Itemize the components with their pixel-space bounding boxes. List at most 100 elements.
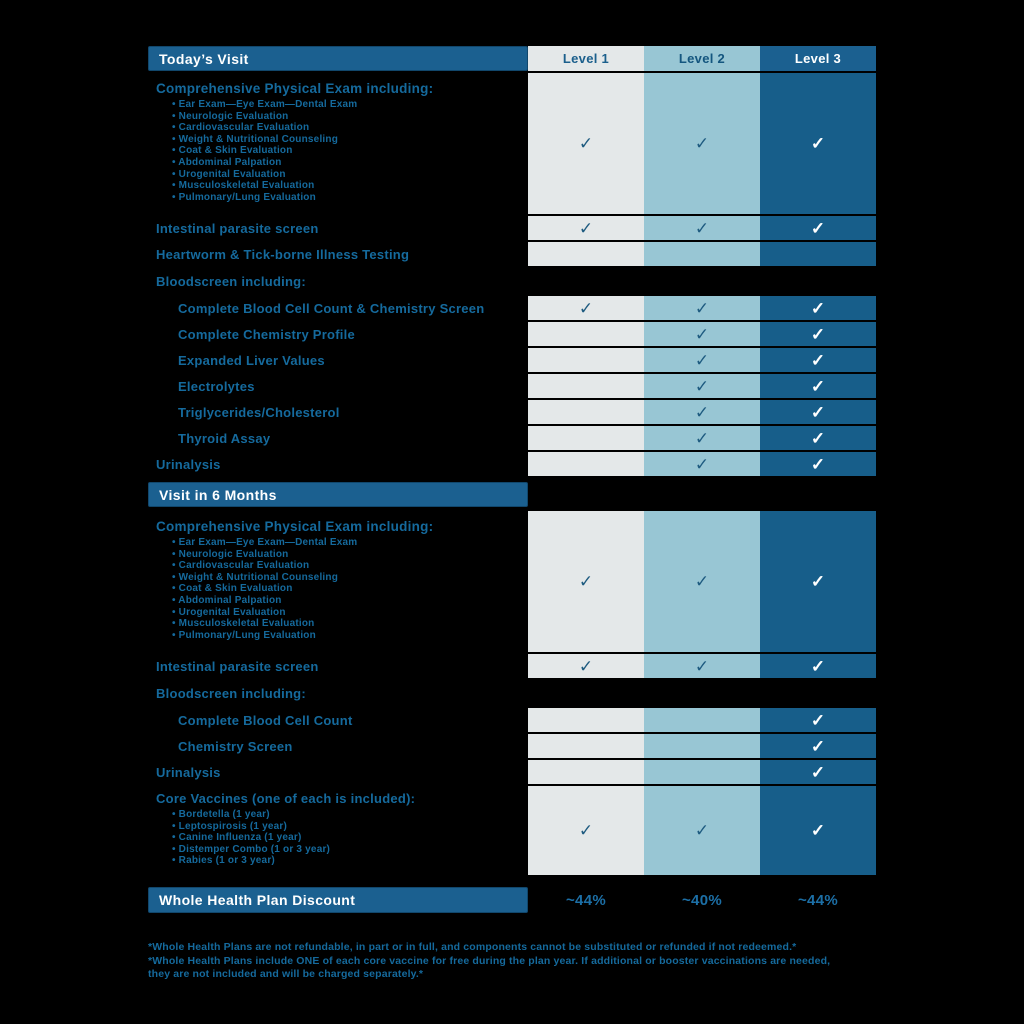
row-label: Chemistry Screen xyxy=(148,734,528,758)
bullet-item: • Cardiovascular Evaluation xyxy=(172,122,310,134)
bullet-item: • Pulmonary/Lung Evaluation xyxy=(172,629,316,641)
cell-level3: ✓ xyxy=(760,400,876,424)
section-todays-visit-rows: Comprehensive Physical Exam including: • … xyxy=(148,73,876,476)
column-header-level1: Level 1 xyxy=(528,46,644,71)
column-header-level3: Level 3 xyxy=(760,46,876,71)
check-icon: ✓ xyxy=(810,572,826,591)
row-label: Triglycerides/Cholesterol xyxy=(148,400,528,424)
check-icon: ✓ xyxy=(810,402,826,422)
cell-level2: ✓ xyxy=(644,322,760,346)
footnote-line: they are not included and will be charge… xyxy=(148,968,424,980)
cell-level3: ✓ xyxy=(760,654,876,678)
bullet-item: • Ear Exam—Eye Exam—Dental Exam xyxy=(172,99,358,110)
check-icon: ✓ xyxy=(810,454,826,474)
check-icon: ✓ xyxy=(810,428,826,448)
cell-level2: ✓ xyxy=(644,296,760,320)
check-icon: ✓ xyxy=(694,298,710,318)
check-icon: ✓ xyxy=(810,736,826,756)
bullet-item: • Distemper Combo (1 or 3 year) xyxy=(172,843,331,855)
bullet-item: • Neurologic Evaluation xyxy=(172,548,289,560)
table-row: Complete Blood Cell Count & Chemistry Sc… xyxy=(148,296,876,320)
table-row: Electrolytes ✓ ✓ xyxy=(148,374,876,398)
row-label: Core Vaccines (one of each is included):… xyxy=(148,786,528,875)
table-row: Urinalysis ✓ xyxy=(148,760,876,784)
cell-level3: ✓ xyxy=(760,734,876,758)
table-row: Core Vaccines (one of each is included):… xyxy=(148,786,876,875)
cell-level2: ✓ xyxy=(644,426,760,450)
row-label-text: Triglycerides/Cholesterol xyxy=(178,404,340,420)
row-label-text: Comprehensive Physical Exam including: xyxy=(156,81,434,96)
cell-level1 xyxy=(528,452,644,476)
row-label-text: Bloodscreen including: xyxy=(156,685,306,701)
row-label-text: Complete Chemistry Profile xyxy=(178,326,355,342)
cell-level1: ✓ xyxy=(528,216,644,240)
cell-level2: ✓ xyxy=(644,654,760,678)
check-icon: ✓ xyxy=(810,821,826,840)
cell-level2: ✓ xyxy=(644,400,760,424)
category-heading-row: Bloodscreen including: xyxy=(148,268,876,294)
row-label-text: Thyroid Assay xyxy=(178,430,271,446)
footnote-line: *Whole Health Plans include ONE of each … xyxy=(148,954,831,967)
bullet-list: • Ear Exam—Eye Exam—Dental Exam • Neurolo… xyxy=(148,537,528,641)
row-label: Complete Blood Cell Count & Chemistry Sc… xyxy=(148,296,528,320)
bullet-item: • Leptospirosis (1 year) xyxy=(172,820,288,832)
footnotes: *Whole Health Plans are not refundable, … xyxy=(148,941,888,982)
health-plan-comparison-table: Today’s Visit Level 1 Level 2 Level 3 Co… xyxy=(148,46,876,982)
section-bar-row: Visit in 6 Months xyxy=(148,482,876,507)
table-row: Intestinal parasite screen ✓ ✓ ✓ xyxy=(148,654,876,678)
cell-level2: ✓ xyxy=(644,73,760,214)
bullet-item: • Rabies (1 or 3 year) xyxy=(172,855,275,867)
cell-level2: ✓ xyxy=(644,374,760,398)
cell-level3: ✓ xyxy=(760,708,876,732)
check-icon: ✓ xyxy=(694,376,710,396)
cell-level2 xyxy=(644,760,760,784)
bullet-item: • Bordetella (1 year) xyxy=(172,809,270,820)
row-label: Urinalysis xyxy=(148,452,528,476)
cell-level2: ✓ xyxy=(644,511,760,652)
bullet-item: • Weight & Nutritional Counseling xyxy=(172,133,339,145)
row-label-text: Complete Blood Cell Count xyxy=(178,712,353,728)
table-row: Comprehensive Physical Exam including: • … xyxy=(148,511,876,652)
check-icon: ✓ xyxy=(810,324,826,344)
row-label-text: Urinalysis xyxy=(156,456,221,472)
check-icon: ✓ xyxy=(694,134,710,153)
bullet-item: • Neurologic Evaluation xyxy=(172,110,289,122)
bullet-item: • Ear Exam—Eye Exam—Dental Exam xyxy=(172,537,358,548)
check-icon: ✓ xyxy=(578,134,594,153)
row-label: Bloodscreen including: xyxy=(148,268,528,294)
bullet-list: • Ear Exam—Eye Exam—Dental Exam • Neurolo… xyxy=(148,99,528,203)
check-icon: ✓ xyxy=(810,710,826,730)
bullet-item: • Urogenital Evaluation xyxy=(172,606,286,618)
check-icon: ✓ xyxy=(578,821,594,840)
row-label: Complete Blood Cell Count xyxy=(148,708,528,732)
bullet-item: • Abdominal Palpation xyxy=(172,156,282,168)
bullet-item: • Pulmonary/Lung Evaluation xyxy=(172,191,316,203)
check-icon: ✓ xyxy=(694,572,710,591)
table-row: Triglycerides/Cholesterol ✓ ✓ xyxy=(148,400,876,424)
footnote-line: *Whole Health Plans are not refundable, … xyxy=(148,941,797,953)
cell-level3: ✓ xyxy=(760,348,876,372)
check-icon: ✓ xyxy=(694,218,710,238)
table-row: Thyroid Assay ✓ ✓ xyxy=(148,426,876,450)
row-label-text: Core Vaccines (one of each is included): xyxy=(156,791,416,806)
row-label: Urinalysis xyxy=(148,760,528,784)
cell-level1: ✓ xyxy=(528,654,644,678)
row-label: Bloodscreen including: xyxy=(148,680,528,706)
cell-level2 xyxy=(644,242,760,266)
check-icon: ✓ xyxy=(810,298,826,318)
table-row: Intestinal parasite screen ✓ ✓ ✓ xyxy=(148,216,876,240)
check-icon: ✓ xyxy=(694,402,710,422)
bullet-item: • Urogenital Evaluation xyxy=(172,168,286,180)
row-label: Intestinal parasite screen xyxy=(148,654,528,678)
row-label: Heartworm & Tick-borne Illness Testing xyxy=(148,242,528,266)
table-header-row: Today’s Visit Level 1 Level 2 Level 3 xyxy=(148,46,876,71)
section-title-visit-in-6-months: Visit in 6 Months xyxy=(148,482,528,507)
row-label: Thyroid Assay xyxy=(148,426,528,450)
row-label-text: Heartworm & Tick-borne Illness Testing xyxy=(156,246,410,262)
check-icon: ✓ xyxy=(694,821,710,840)
row-label-text: Comprehensive Physical Exam including: xyxy=(156,519,434,534)
cell-level2 xyxy=(644,734,760,758)
check-icon: ✓ xyxy=(694,428,710,448)
table-row: Comprehensive Physical Exam including: • … xyxy=(148,73,876,214)
row-label-text: Complete Blood Cell Count & Chemistry Sc… xyxy=(178,300,485,316)
